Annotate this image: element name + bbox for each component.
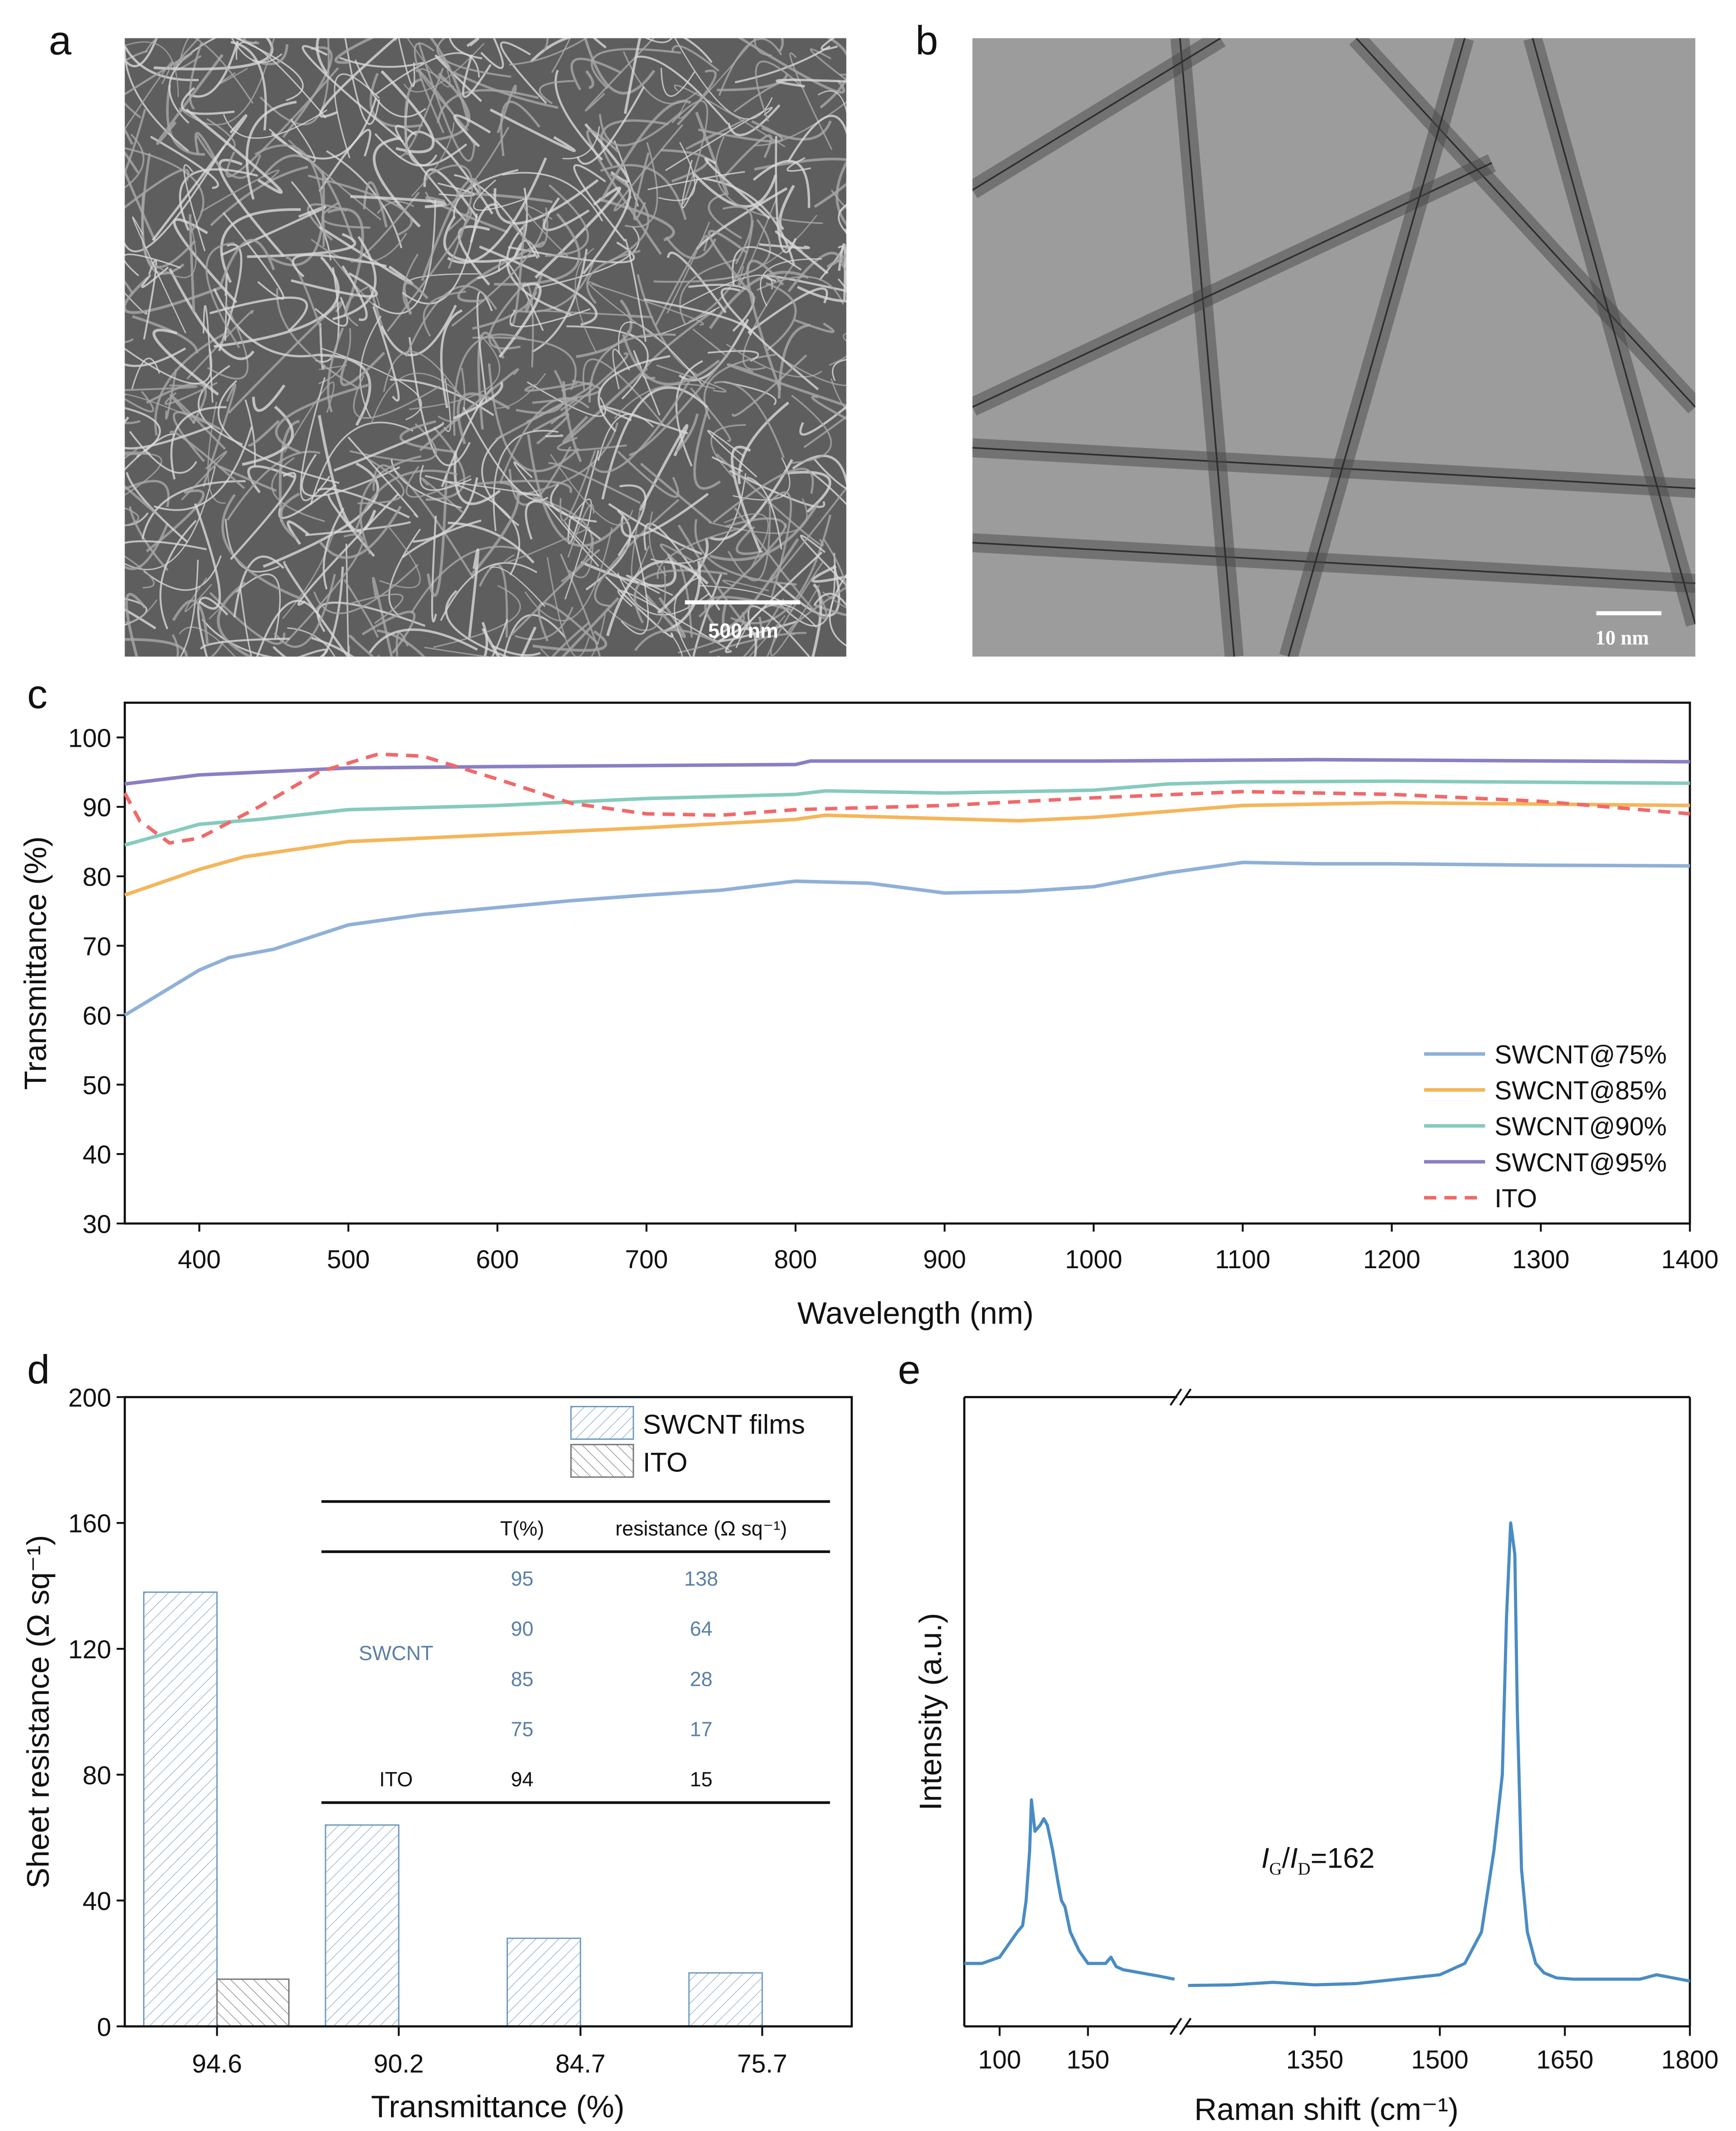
c-xtick-label: 1200 xyxy=(1363,1245,1420,1274)
legend-label: SWCNT@75% xyxy=(1494,1040,1666,1069)
e-xtick-label: 150 xyxy=(1066,2045,1109,2074)
table-header: T(%) xyxy=(500,1517,545,1540)
c-xtick-label: 1400 xyxy=(1661,1245,1718,1274)
c-xtick-label: 500 xyxy=(327,1245,370,1274)
panel-label-d: d xyxy=(27,1347,50,1392)
c-ytick-label: 30 xyxy=(83,1210,111,1239)
c-ylabel: Transmittance (%) xyxy=(18,836,53,1090)
e-annotation: IG/ID=162 xyxy=(1261,1843,1375,1879)
c-xtick-label: 600 xyxy=(476,1245,519,1274)
c-ytick-label: 80 xyxy=(83,863,111,892)
e-xtick-label: 100 xyxy=(978,2045,1021,2074)
panel-label-e: e xyxy=(898,1347,921,1392)
legend-label: ITO xyxy=(643,1447,688,1478)
c-xtick-label: 1000 xyxy=(1065,1245,1122,1274)
sem-image: 500 nm xyxy=(125,38,847,657)
tem-image: 10 nm xyxy=(972,38,1695,657)
legend-swatch-ito xyxy=(570,1444,634,1478)
axis-break-mark xyxy=(1169,2018,1182,2035)
d-ytick-label: 80 xyxy=(83,1761,111,1790)
legend-label: SWCNT films xyxy=(643,1410,805,1440)
table-cell-t: 94 xyxy=(511,1768,533,1791)
inset-table: T(%) resistance (Ω sq⁻¹) 95 138 SWCNT 90 64 85 2… xyxy=(321,1500,830,1804)
e-ylabel: Intensity (a.u.) xyxy=(913,1613,948,1811)
transmittance-chart: Wavelength (nm) Transmittance (%) 400 500… xyxy=(18,702,1718,1331)
c-xtick-label: 1100 xyxy=(1215,1245,1271,1274)
e-xtick-label: 1650 xyxy=(1536,2045,1593,2074)
legend-label: SWCNT@85% xyxy=(1494,1076,1666,1105)
c-xtick-label: 1300 xyxy=(1512,1245,1569,1274)
table-cell-r: 15 xyxy=(690,1768,712,1791)
c-xtick-label: 800 xyxy=(774,1245,817,1274)
legend-label: SWCNT@90% xyxy=(1494,1112,1666,1141)
panel-label-a: a xyxy=(49,18,72,64)
series-line-SWCNT@85% xyxy=(124,801,1690,897)
axis-break-mark xyxy=(1169,1388,1182,1406)
c-ytick-label: 40 xyxy=(83,1140,111,1169)
sheet-resistance-chart: 94.6 90.2 84.7 75.7 0 40 80 120 160 200 Transmitt… xyxy=(20,1383,853,2124)
raman-spectrum-segment xyxy=(964,1798,1175,1981)
d-ytick-label: 120 xyxy=(68,1635,111,1664)
c-ytick-label: 90 xyxy=(83,793,111,822)
bar-swcnt xyxy=(143,1591,218,2027)
d-ylabel: Sheet resistance (Ω sq⁻¹) xyxy=(20,1535,56,1889)
legend-label: ITO xyxy=(1494,1184,1537,1213)
table-cell-r: 138 xyxy=(684,1567,718,1590)
axis-break-mark xyxy=(1179,2018,1192,2035)
legend-swatch-swcnt xyxy=(570,1405,634,1440)
legend-label: SWCNT@95% xyxy=(1494,1148,1666,1177)
d-ytick-label: 40 xyxy=(83,1887,111,1916)
d-xlabel: Transmittance (%) xyxy=(371,2089,625,2124)
table-cell-r: 28 xyxy=(690,1667,712,1690)
table-group: ITO xyxy=(379,1768,413,1791)
d-xtick-label: 90.2 xyxy=(374,2049,424,2078)
c-xlabel: Wavelength (nm) xyxy=(797,1295,1033,1331)
series-line-SWCNT@90% xyxy=(124,779,1690,847)
c-ytick-label: 60 xyxy=(83,1002,111,1031)
table-cell-t: 95 xyxy=(511,1567,533,1590)
e-xtick-label: 1800 xyxy=(1661,2045,1718,2074)
bar-ito xyxy=(216,1978,290,2027)
table-cell-t: 85 xyxy=(511,1667,533,1690)
series-line-ITO xyxy=(123,752,1690,845)
c-ytick-label: 70 xyxy=(83,932,111,961)
table-cell-t: 90 xyxy=(511,1617,533,1640)
d-ytick-label: 200 xyxy=(68,1383,111,1412)
scale-bar-b: 10 nm xyxy=(1595,626,1649,649)
bar-swcnt xyxy=(688,1972,763,2027)
c-xtick-label: 900 xyxy=(923,1245,966,1274)
e-xlabel: Raman shift (cm⁻¹) xyxy=(1194,2092,1458,2127)
d-ytick-label: 160 xyxy=(68,1509,111,1538)
d-xtick-label: 84.7 xyxy=(555,2049,605,2078)
table-cell-r: 17 xyxy=(690,1717,712,1740)
bar-swcnt xyxy=(325,1824,400,2027)
c-ytick-label: 100 xyxy=(68,724,111,753)
series-line-SWCNT@95% xyxy=(124,758,1690,786)
c-xtick-label: 700 xyxy=(625,1245,668,1274)
axis-break-mark xyxy=(1179,1388,1192,1406)
raman-chart: 100 150 1350 1500 1650 1800 IG/ID=162 Raman s… xyxy=(913,1388,1718,2127)
raman-spectrum-segment xyxy=(1188,1521,1690,1987)
e-xtick-label: 1500 xyxy=(1411,2045,1469,2074)
table-cell-t: 75 xyxy=(511,1717,533,1740)
d-xtick-label: 75.7 xyxy=(737,2049,787,2078)
d-xtick-label: 94.6 xyxy=(192,2049,242,2078)
scale-bar-a: 500 nm xyxy=(708,619,778,642)
d-ytick-label: 0 xyxy=(97,2013,112,2042)
c-xtick-label: 400 xyxy=(178,1245,221,1274)
e-xtick-label: 1350 xyxy=(1286,2045,1344,2074)
series-line-SWCNT@75% xyxy=(124,861,1690,1017)
table-group: SWCNT xyxy=(359,1642,433,1665)
bar-swcnt xyxy=(506,1937,582,2027)
c-ytick-label: 50 xyxy=(83,1071,111,1100)
table-header: resistance (Ω sq⁻¹) xyxy=(615,1517,787,1540)
table-cell-r: 64 xyxy=(690,1617,712,1640)
panel-label-c: c xyxy=(27,671,47,717)
panel-label-b: b xyxy=(916,18,938,64)
